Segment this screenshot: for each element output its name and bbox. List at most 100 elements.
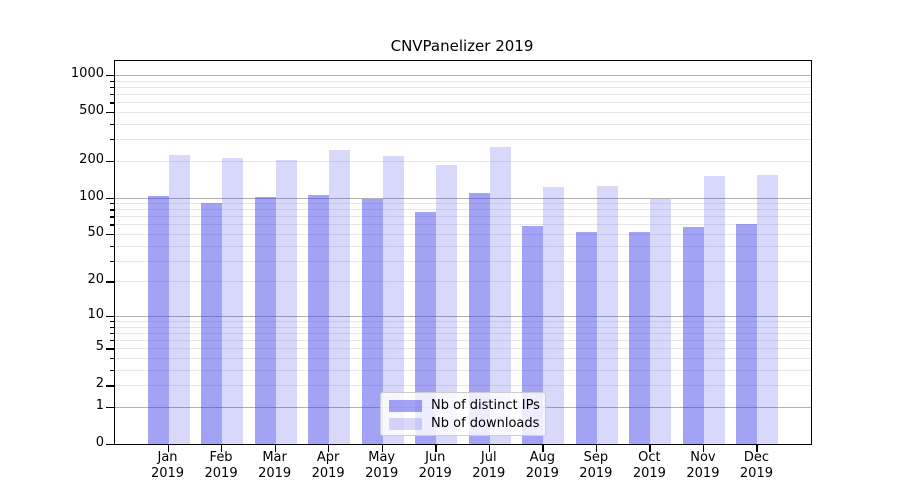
- y-minor-tick: [110, 209, 114, 211]
- x-tick-label: Mar 2019: [258, 450, 292, 481]
- x-tick: [435, 444, 437, 452]
- legend: Nb of distinct IPs Nb of downloads: [380, 392, 546, 436]
- x-tick: [167, 444, 169, 452]
- y-gridline-minor: [115, 369, 811, 371]
- y-tick: [106, 197, 114, 199]
- bar-downloads: [436, 165, 458, 444]
- y-gridline-minor: [115, 245, 811, 247]
- bar-distinct-ips: [629, 231, 651, 444]
- y-minor-tick: [110, 326, 114, 328]
- x-tick-label: Oct 2019: [632, 450, 666, 481]
- x-tick-label: Aug 2019: [525, 450, 559, 481]
- y-minor-tick: [110, 80, 114, 82]
- x-tick-label: Jun 2019: [418, 450, 452, 481]
- bar-downloads: [703, 176, 725, 444]
- bar-downloads: [650, 198, 672, 444]
- x-tick-label: Dec 2019: [739, 450, 773, 481]
- legend-label-downloads: Nb of downloads: [431, 416, 540, 431]
- bar-distinct-ips: [682, 227, 704, 444]
- plot-area: Nb of distinct IPs Nb of downloads: [106, 60, 812, 446]
- y-tick-label: 0: [95, 435, 104, 450]
- y-tick-label: 10: [87, 306, 104, 322]
- x-tick-label: Jul 2019: [472, 450, 506, 481]
- x-tick-label: May 2019: [365, 450, 399, 481]
- bar-downloads: [222, 158, 244, 444]
- y-tick-label: 20: [87, 272, 104, 288]
- y-gridline-minor: [115, 102, 811, 104]
- y-gridline-major: [115, 197, 811, 199]
- y-gridline-minor: [115, 216, 811, 218]
- bar-distinct-ips: [201, 203, 223, 444]
- y-gridline-minor: [115, 340, 811, 342]
- y-minor-tick: [110, 224, 114, 226]
- bar-downloads: [168, 155, 190, 444]
- y-tick: [106, 406, 114, 409]
- y-gridline-minor: [115, 139, 811, 141]
- y-minor-tick: [110, 340, 114, 342]
- y-minor-tick: [110, 216, 114, 218]
- y-tick-label: 50: [87, 224, 104, 240]
- x-tick: [381, 444, 383, 452]
- x-tick: [488, 444, 491, 452]
- y-gridline-minor: [115, 80, 811, 82]
- chart-title: CNVPanelizer 2019: [390, 37, 534, 55]
- y-gridline-minor: [115, 358, 811, 360]
- y-tick: [106, 315, 114, 318]
- y-gridline-minor: [115, 111, 811, 113]
- y-minor-tick: [110, 86, 114, 89]
- legend-row-distinct-ips: Nb of distinct IPs: [389, 397, 540, 415]
- y-tick: [106, 160, 114, 163]
- x-tick-label: Sep 2019: [579, 450, 613, 481]
- y-minor-tick: [110, 123, 114, 126]
- y-gridline-minor: [115, 224, 811, 226]
- y-tick-label: 500: [79, 102, 104, 118]
- bar-downloads: [757, 174, 779, 444]
- y-gridline-minor: [115, 321, 811, 323]
- y-gridline-minor: [115, 209, 811, 211]
- y-gridline-minor: [115, 281, 811, 283]
- x-tick: [542, 444, 544, 452]
- y-minor-tick: [110, 203, 114, 205]
- y-gridline-minor: [115, 86, 811, 88]
- y-gridline-minor: [115, 326, 811, 328]
- y-tick-label: 1: [95, 397, 104, 413]
- y-tick-label: 5: [95, 339, 104, 355]
- bar-distinct-ips: [415, 212, 437, 444]
- y-tick: [106, 444, 114, 446]
- legend-swatch-distinct-ips: [389, 400, 422, 412]
- bar-downloads: [489, 146, 511, 444]
- x-tick: [649, 444, 651, 452]
- bar-distinct-ips: [361, 198, 383, 444]
- y-gridline-minor: [115, 385, 811, 387]
- y-minor-tick: [110, 245, 114, 247]
- y-tick-label: 1000: [70, 66, 104, 81]
- y-tick-label: 2: [95, 376, 104, 392]
- y-tick: [106, 348, 114, 350]
- y-gridline-minor: [115, 348, 811, 350]
- x-tick-label: Nov 2019: [686, 450, 720, 481]
- y-tick-label: 100: [79, 188, 104, 204]
- bar-distinct-ips: [736, 224, 758, 444]
- y-tick: [106, 75, 114, 77]
- bar-distinct-ips: [468, 193, 490, 444]
- y-gridline-minor: [115, 203, 811, 205]
- x-tick: [595, 444, 598, 452]
- x-tick: [221, 444, 223, 452]
- bar-distinct-ips: [522, 226, 544, 444]
- y-gridline-major: [115, 75, 811, 76]
- y-minor-tick: [110, 260, 114, 262]
- bar-downloads: [596, 185, 618, 444]
- bar-distinct-ips: [147, 196, 169, 444]
- y-minor-tick: [110, 94, 114, 96]
- x-tick: [756, 444, 758, 452]
- bar-downloads: [275, 159, 297, 444]
- legend-swatch-downloads: [389, 418, 422, 430]
- y-minor-tick: [110, 369, 114, 372]
- y-gridline-minor: [115, 260, 811, 262]
- y-gridline-minor: [115, 160, 811, 162]
- bar-downloads: [329, 150, 351, 444]
- y-tick-label: 200: [79, 151, 104, 167]
- x-tick: [328, 444, 330, 452]
- y-minor-tick: [110, 102, 114, 104]
